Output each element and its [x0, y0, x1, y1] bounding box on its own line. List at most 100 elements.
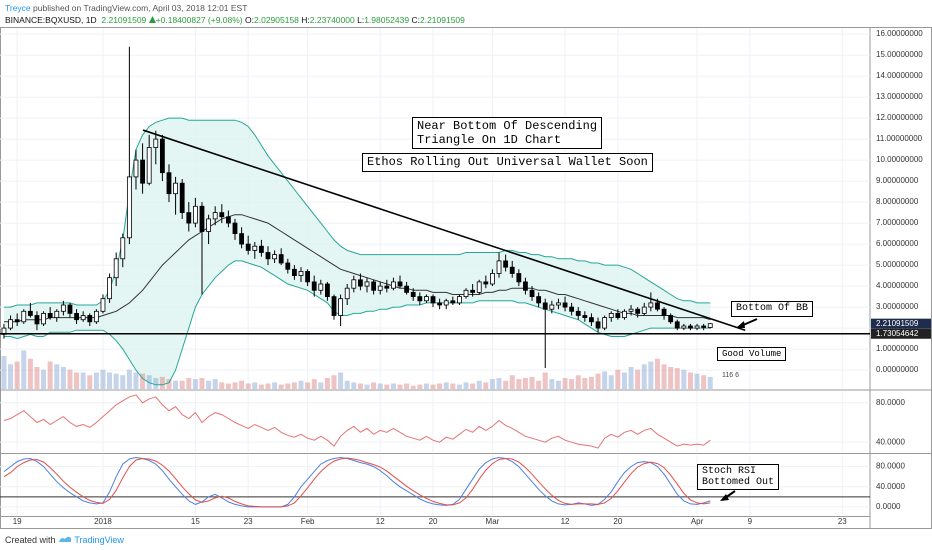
candle-body: [305, 270, 311, 283]
x-tick-label: 12: [376, 517, 385, 526]
volume-bar: [285, 383, 291, 389]
price-label-box: [871, 328, 931, 339]
y-tick-label: 6.00000000: [876, 239, 919, 248]
candle-body: [397, 281, 403, 287]
volume-bar: [503, 380, 509, 389]
y-tick-label: 14.00000000: [876, 71, 923, 80]
y-tick-label: 5.00000000: [876, 260, 919, 269]
candle-body: [225, 216, 231, 224]
events-label: 116 6: [722, 372, 739, 379]
candle-body: [219, 212, 225, 218]
volume-bar: [219, 382, 225, 389]
volume-bar: [516, 379, 522, 389]
volume-bar: [621, 372, 627, 389]
y-tick-label: 10.00000000: [876, 155, 923, 164]
volume-bar: [113, 373, 119, 389]
y-tick-label: 40.0000: [876, 482, 905, 491]
candle-body: [133, 159, 139, 178]
candle-body: [523, 281, 528, 291]
candle-body: [358, 279, 363, 287]
volume-bar: [166, 379, 172, 389]
series-line: [3, 394, 711, 449]
candle-body: [410, 291, 416, 297]
y-tick-label: 16.00000000: [876, 29, 923, 38]
candle-body: [641, 306, 647, 314]
author[interactable]: Treyce: [5, 3, 31, 13]
volume-bar: [311, 379, 317, 389]
band-middle: [4, 214, 711, 323]
volume-bar: [410, 385, 416, 389]
volume-bar: [608, 375, 614, 389]
volume-bar: [344, 380, 350, 389]
candle-body: [87, 315, 93, 323]
candle-body: [529, 289, 535, 297]
candle-body: [344, 287, 350, 300]
candle-body: [569, 306, 575, 312]
y-tick-label: 13.00000000: [876, 92, 923, 101]
candle-body: [93, 310, 99, 323]
candle-body: [173, 182, 178, 195]
volume-bar: [371, 382, 377, 389]
volume-bar: [278, 384, 284, 389]
y-tick-label: 3.00000000: [876, 302, 919, 311]
close: 2.21091509: [419, 15, 465, 25]
volume-bar: [159, 376, 165, 389]
publish-line: Treyce published on TradingView.com, Apr…: [5, 3, 247, 13]
candle-body: [67, 304, 73, 314]
candle-body: [252, 245, 258, 251]
x-tick-label: Mar: [486, 517, 500, 526]
volume-bar: [654, 358, 660, 389]
candle-body: [325, 283, 330, 297]
candle-body: [536, 296, 542, 304]
candle-body: [490, 273, 495, 285]
volume-bar: [291, 382, 297, 389]
volume-bar: [192, 379, 198, 389]
candle-body: [278, 254, 284, 264]
volume-bar: [536, 380, 542, 389]
annotation: Ethos Rolling Out Universal Wallet Soon: [362, 153, 653, 172]
volume-bar: [212, 379, 218, 389]
volume-bar: [509, 375, 515, 389]
candle-body: [27, 310, 33, 316]
volume-bar: [74, 372, 80, 389]
band-line: [4, 260, 711, 386]
volume-bar: [562, 378, 568, 389]
volume-bar: [423, 383, 429, 389]
candle-body: [140, 159, 145, 184]
x-tick-label: 23: [838, 517, 847, 526]
price-label: 2.21091509: [876, 319, 919, 328]
volume-bar: [417, 384, 423, 389]
volume-bar: [437, 383, 443, 389]
volume-bar: [397, 384, 403, 389]
volume-bar: [588, 376, 594, 389]
candle-body: [608, 312, 614, 318]
volume-bar: [529, 376, 535, 389]
volume-bar: [179, 380, 185, 389]
y-tick-label: 12.00000000: [876, 113, 923, 122]
volume-bar: [258, 384, 264, 389]
candle-body: [21, 310, 27, 323]
volume-bar: [34, 367, 40, 389]
candle-body: [331, 296, 337, 316]
candle-body: [377, 285, 383, 291]
volume-bar: [569, 379, 575, 389]
y-tick-label: 80.0000: [876, 398, 905, 407]
annotation: Good Volume: [717, 347, 787, 361]
x-tick-label: Feb: [301, 517, 315, 526]
volume-bar: [668, 367, 674, 389]
volume-bar: [107, 372, 113, 389]
candle-body: [556, 302, 561, 306]
candle-body: [258, 245, 264, 253]
volume-bar: [153, 378, 159, 389]
volume-bar: [641, 364, 647, 389]
annotation-line: Bottomed Out: [702, 477, 775, 488]
volume-bar: [701, 375, 707, 389]
volume-bar: [470, 383, 476, 389]
candle-body: [450, 300, 456, 304]
y-tick-label: 8.00000000: [876, 197, 919, 206]
brand[interactable]: TradingView: [74, 535, 124, 545]
candle-body: [245, 243, 251, 251]
candle-body: [483, 281, 489, 285]
candle-body: [120, 237, 126, 260]
candle-body: [239, 233, 244, 245]
